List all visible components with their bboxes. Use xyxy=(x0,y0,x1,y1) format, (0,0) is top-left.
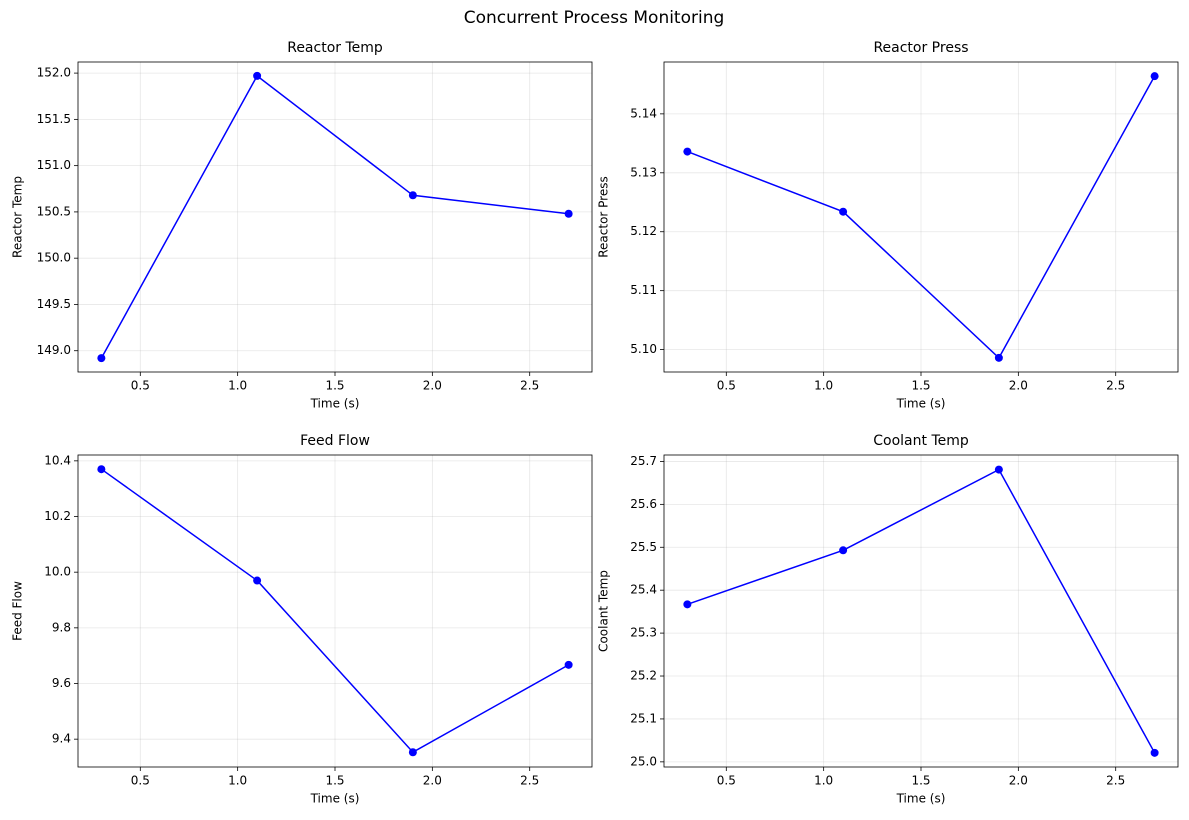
y-tick-label: 5.12 xyxy=(630,224,657,238)
y-tick-label: 25.4 xyxy=(630,583,657,597)
x-tick-label: 1.5 xyxy=(911,774,930,788)
data-point xyxy=(839,207,848,216)
data-point xyxy=(1150,748,1159,757)
y-tick-label: 5.14 xyxy=(630,106,657,120)
x-tick-label: 2.0 xyxy=(1009,774,1028,788)
data-point xyxy=(683,147,692,156)
data-point xyxy=(683,600,692,609)
x-tick-label: 1.0 xyxy=(814,774,833,788)
x-tick-label: 0.5 xyxy=(131,379,150,393)
y-tick-label: 5.10 xyxy=(630,342,657,356)
x-tick-label: 2.5 xyxy=(1106,379,1125,393)
x-tick-label: 2.0 xyxy=(423,774,442,788)
data-line xyxy=(100,74,569,359)
axes-frame xyxy=(663,61,1179,373)
data-point xyxy=(564,660,573,669)
x-tick-label: 0.5 xyxy=(717,774,736,788)
axes-frame xyxy=(77,61,593,373)
x-tick-label: 0.5 xyxy=(131,774,150,788)
subplot-title: Reactor Temp xyxy=(287,40,383,56)
data-point xyxy=(1150,72,1159,81)
x-tick-label: 2.0 xyxy=(423,379,442,393)
x-tick-label: 1.0 xyxy=(228,379,247,393)
axes-frame xyxy=(77,454,593,768)
y-tick-label: 25.7 xyxy=(630,454,657,468)
data-point xyxy=(253,71,262,80)
data-line xyxy=(687,75,1156,360)
y-tick-label: 10.0 xyxy=(44,565,71,579)
x-axis-label: Time (s) xyxy=(310,792,360,806)
data-point xyxy=(97,354,106,363)
y-tick-label: 25.1 xyxy=(630,711,657,725)
data-point xyxy=(994,465,1003,474)
y-tick-label: 25.0 xyxy=(630,754,657,768)
data-point xyxy=(564,209,573,218)
x-axis-label: Time (s) xyxy=(896,397,946,411)
x-tick-label: 2.5 xyxy=(1106,774,1125,788)
y-axis-label: Coolant Temp xyxy=(597,570,611,652)
x-tick-label: 1.5 xyxy=(325,774,344,788)
data-point xyxy=(839,546,848,555)
y-axis-label: Reactor Temp xyxy=(11,176,25,258)
y-tick-label: 149.5 xyxy=(37,297,71,311)
y-tick-label: 25.6 xyxy=(630,497,657,511)
y-axis-label: Reactor Press xyxy=(597,176,611,258)
x-tick-label: 1.5 xyxy=(911,379,930,393)
data-point xyxy=(994,353,1003,362)
y-tick-label: 9.6 xyxy=(52,676,71,690)
x-tick-label: 0.5 xyxy=(717,379,736,393)
y-tick-label: 9.4 xyxy=(52,732,71,746)
figure-title: Concurrent Process Monitoring xyxy=(464,8,725,28)
x-tick-label: 2.5 xyxy=(520,774,539,788)
data-line xyxy=(687,468,1156,754)
y-tick-label: 25.5 xyxy=(630,540,657,554)
axes-frame xyxy=(663,454,1179,768)
x-tick-label: 1.0 xyxy=(228,774,247,788)
y-tick-label: 10.2 xyxy=(44,509,71,523)
data-point xyxy=(97,465,106,474)
y-tick-label: 9.8 xyxy=(52,620,71,634)
y-tick-label: 25.2 xyxy=(630,669,657,683)
data-point xyxy=(408,748,417,757)
subplot-title: Coolant Temp xyxy=(873,433,969,449)
y-tick-label: 5.11 xyxy=(630,283,657,297)
subplot-title: Reactor Press xyxy=(873,40,968,56)
y-tick-label: 152.0 xyxy=(37,66,71,80)
y-tick-label: 25.3 xyxy=(630,626,657,640)
data-point xyxy=(253,576,262,585)
data-point xyxy=(408,191,417,200)
x-axis-label: Time (s) xyxy=(310,397,360,411)
x-tick-label: 2.0 xyxy=(1009,379,1028,393)
y-tick-label: 149.0 xyxy=(37,343,71,357)
y-tick-label: 150.0 xyxy=(37,251,71,265)
y-tick-label: 151.0 xyxy=(37,158,71,172)
data-line xyxy=(100,468,569,754)
subplot-title: Feed Flow xyxy=(300,433,370,449)
y-tick-label: 10.4 xyxy=(44,453,71,467)
x-tick-label: 1.0 xyxy=(814,379,833,393)
y-tick-label: 150.5 xyxy=(37,204,71,218)
y-tick-label: 151.5 xyxy=(37,112,71,126)
y-axis-label: Feed Flow xyxy=(11,581,25,641)
x-tick-label: 2.5 xyxy=(520,379,539,393)
y-tick-label: 5.13 xyxy=(630,165,657,179)
x-tick-label: 1.5 xyxy=(325,379,344,393)
x-axis-label: Time (s) xyxy=(896,792,946,806)
